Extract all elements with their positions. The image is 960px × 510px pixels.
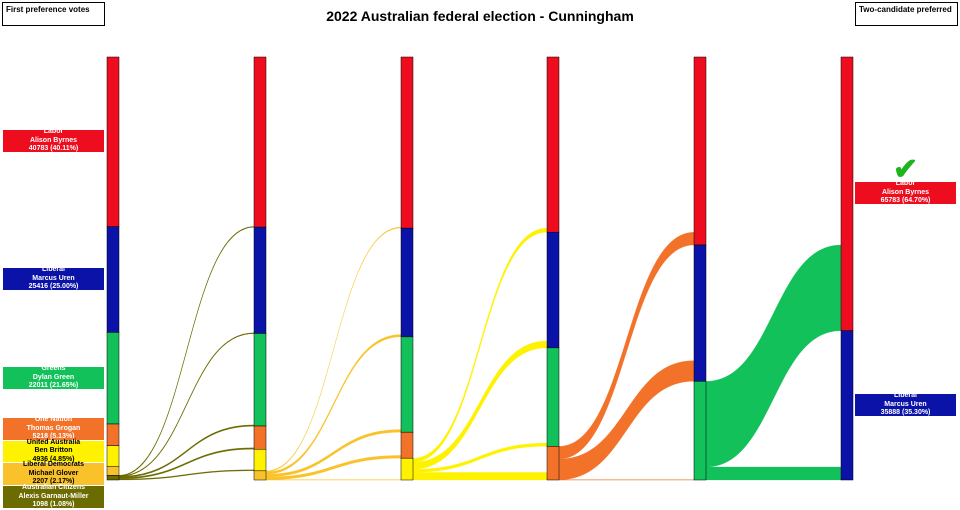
tcp-label-lib-line-2: Marcus Uren: [855, 401, 956, 410]
bar-lab-count-1: [107, 57, 119, 227]
bar-ldp-count-2: [254, 471, 266, 480]
bar-lib-count-4: [547, 232, 559, 348]
bar-uap-count-3: [401, 458, 413, 480]
flow-ldp-to-grn-count-2: [266, 429, 401, 477]
bar-auc-count-1: [107, 475, 119, 480]
first-pref-label-lib-line-1: Liberal: [3, 266, 104, 275]
bar-onp-count-3: [401, 432, 413, 458]
first-pref-label-auc-line-1: Australian Citizens: [3, 484, 104, 493]
flow-ldp-to-lab-count-2: [266, 227, 401, 472]
bar-lab-count-4: [547, 57, 559, 232]
bar-grn-count-5: [694, 381, 706, 480]
first-pref-label-ldp-line-1: Liberal Democrats: [3, 461, 104, 470]
first-pref-label-uap-line-1: United Australia: [3, 439, 104, 448]
flow-auc-to-grn-count-1: [119, 425, 254, 477]
bar-onp-count-1: [107, 424, 119, 446]
bar-lab-count-6: [841, 57, 853, 331]
flow-layer: [119, 227, 841, 480]
bar-grn-count-2: [254, 333, 266, 426]
bar-uap-count-2: [254, 449, 266, 471]
flow-auc-to-lab-count-1: [119, 227, 254, 476]
bar-grn-count-1: [107, 332, 119, 424]
bar-lib-count-2: [254, 227, 266, 333]
flow-onp-to-lib-count-4: [559, 361, 694, 480]
flow-grn-to-lib-count-5: [706, 467, 841, 480]
first-pref-label-lab-line-2: Alison Byrnes: [3, 137, 104, 146]
flow-uap-to-onp-count-3: [413, 472, 547, 480]
bar-ldp-count-1: [107, 466, 119, 475]
bar-lib-count-3: [401, 228, 413, 337]
bar-lib-count-6: [841, 331, 853, 480]
first-pref-label-grn-line-1: Greens: [3, 365, 104, 374]
first-pref-label-lib-line-2: Marcus Uren: [3, 275, 104, 284]
bar-onp-count-4: [547, 446, 559, 480]
flow-uap-to-grn-count-3: [413, 443, 547, 472]
first-pref-label-onp-line-2: Thomas Grogan: [3, 425, 104, 434]
bar-lab-count-5: [694, 57, 706, 245]
bar-lab-count-3: [401, 57, 413, 228]
first-pref-label-onp-line-1: One Nation: [3, 416, 104, 425]
first-pref-label-auc-line-3: 1098 (1.08%): [3, 501, 104, 510]
first-pref-label-grn-line-2: Dylan Green: [3, 374, 104, 383]
first-pref-label-grn-line-3: 22011 (21.65%): [3, 382, 104, 391]
first-pref-label-lab-line-1: Labor: [3, 128, 104, 137]
bar-lib-count-5: [694, 245, 706, 381]
first-pref-label-auc-line-2: Alexis Garnaut-Miller: [3, 493, 104, 502]
bar-lab-count-2: [254, 57, 266, 227]
first-pref-label-ldp-line-2: Michael Glover: [3, 470, 104, 479]
bar-lib-count-1: [107, 227, 119, 333]
bar-onp-count-2: [254, 426, 266, 449]
bar-grn-count-3: [401, 337, 413, 432]
tcp-label-lab-line-3: 65783 (64.70%): [855, 197, 956, 206]
flow-auc-to-lib-count-1: [119, 333, 254, 477]
elected-check-icon: ✔: [893, 155, 918, 185]
first-pref-label-lab-line-3: 40783 (40.11%): [3, 145, 104, 154]
tcp-label-lib-line-3: 35888 (35.30%): [855, 409, 956, 418]
flow-grn-to-lab-count-5: [706, 245, 841, 467]
bar-grn-count-4: [547, 348, 559, 446]
tcp-label-lab-line-2: Alison Byrnes: [855, 189, 956, 198]
tcp-label-lib-line-1: Liberal: [855, 392, 956, 401]
bar-uap-count-1: [107, 446, 119, 467]
flow-uap-to-lib-count-3: [413, 341, 547, 469]
chart-title: 2022 Australian federal election - Cunni…: [0, 8, 960, 24]
first-pref-label-uap-line-2: Ben Britton: [3, 447, 104, 456]
first-pref-label-lib-line-3: 25416 (25.00%): [3, 283, 104, 292]
